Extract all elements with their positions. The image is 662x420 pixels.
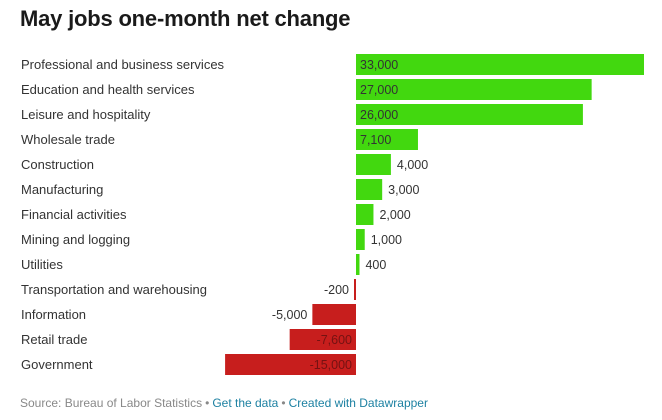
separator-dot: • xyxy=(205,396,210,410)
separator-dot: • xyxy=(281,396,286,410)
bar-wholesale-trade xyxy=(356,129,418,150)
value-label-financial-activities: 2,000 xyxy=(379,208,410,222)
category-label-construction: Construction xyxy=(21,157,94,172)
value-label-leisure-and-hospitality: 26,000 xyxy=(360,108,398,122)
bar-leisure-and-hospitality xyxy=(356,104,583,125)
value-label-education-and-health-services: 27,000 xyxy=(360,83,398,97)
category-label-information: Information xyxy=(21,307,86,322)
value-label-mining-and-logging: 1,000 xyxy=(371,233,402,247)
category-label-leisure-and-hospitality: Leisure and hospitality xyxy=(21,107,151,122)
bar-education-and-health-services xyxy=(356,79,592,100)
value-label-information: -5,000 xyxy=(272,308,307,322)
source-note: Source: Bureau of Labor Statistics xyxy=(20,396,203,410)
value-label-retail-trade: -7,600 xyxy=(317,333,352,347)
chart-footer: Source: Bureau of Labor Statistics • Get t… xyxy=(20,396,428,410)
bar-transportation-and-warehousing xyxy=(354,279,356,300)
bar-information xyxy=(312,304,356,325)
category-label-education-and-health-services: Education and health services xyxy=(21,82,195,97)
category-label-government: Government xyxy=(21,357,93,372)
bar-government xyxy=(225,354,356,375)
value-label-government: -15,000 xyxy=(310,358,352,372)
get-the-data-link[interactable]: Get the data xyxy=(212,396,279,410)
category-label-financial-activities: Financial activities xyxy=(21,207,127,222)
bar-retail-trade xyxy=(289,329,356,350)
bar-mining-and-logging xyxy=(356,229,365,250)
value-label-utilities: 400 xyxy=(365,258,386,272)
bar-chart: Professional and business services 33,000… xyxy=(21,54,644,375)
category-label-manufacturing: Manufacturing xyxy=(21,182,103,197)
category-label-utilities: Utilities xyxy=(21,257,63,272)
value-label-wholesale-trade: 7,100 xyxy=(360,133,391,147)
category-label-professional-and-business-services: Professional and business services xyxy=(21,57,225,72)
value-label-professional-and-business-services: 33,000 xyxy=(360,58,398,72)
bar-construction xyxy=(356,154,391,175)
value-label-manufacturing: 3,000 xyxy=(388,183,419,197)
value-label-transportation-and-warehousing: -200 xyxy=(324,283,349,297)
bar-professional-and-business-services xyxy=(356,54,644,75)
category-label-retail-trade: Retail trade xyxy=(21,332,87,347)
bar-financial-activities xyxy=(356,204,374,225)
category-label-mining-and-logging: Mining and logging xyxy=(21,232,130,247)
category-label-transportation-and-warehousing: Transportation and warehousing xyxy=(21,282,207,297)
value-label-construction: 4,000 xyxy=(397,158,428,172)
bar-manufacturing xyxy=(356,179,383,200)
category-label-wholesale-trade: Wholesale trade xyxy=(21,132,115,147)
datawrapper-link[interactable]: Created with Datawrapper xyxy=(288,396,428,410)
chart-title: May jobs one-month net change xyxy=(20,6,351,31)
bar-utilities xyxy=(356,254,360,275)
